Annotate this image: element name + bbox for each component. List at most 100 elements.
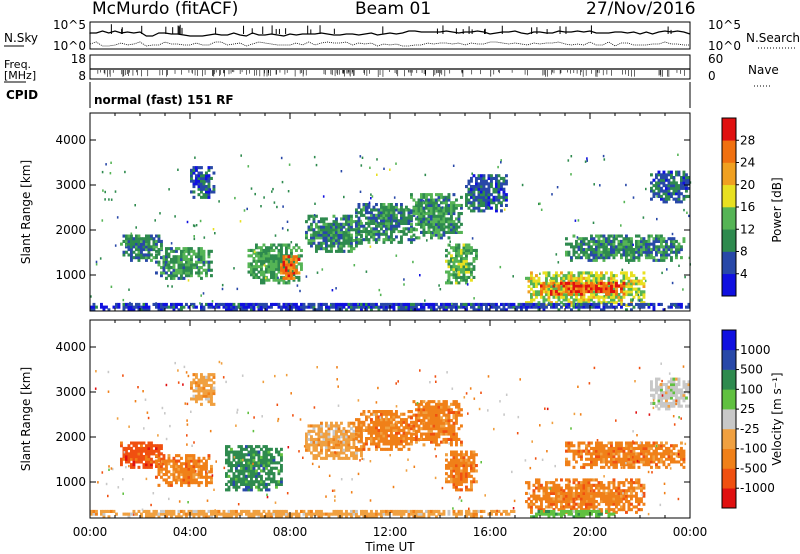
range-cell (512, 305, 516, 309)
range-cell (190, 381, 193, 385)
range-cell (400, 211, 403, 215)
range-cell (342, 236, 346, 240)
colorbar-tick-label: 16 (740, 200, 755, 214)
range-cell (667, 248, 671, 252)
range-cell (452, 201, 456, 205)
range-cell (235, 461, 238, 465)
range-cell (370, 230, 373, 234)
range-cell (392, 219, 396, 223)
range-cell (340, 170, 343, 173)
range-cell (477, 185, 481, 189)
range-cell (437, 233, 441, 237)
range-cell (332, 451, 336, 455)
range-cell (450, 273, 453, 277)
range-cell (240, 302, 243, 306)
range-cell (237, 480, 241, 484)
range-cell (632, 282, 636, 286)
range-cell (452, 212, 456, 216)
range-cell (382, 213, 386, 217)
range-cell (450, 206, 453, 210)
range-cell (132, 441, 136, 445)
range-cell (155, 253, 158, 257)
range-cell (603, 158, 606, 161)
range-cell (590, 245, 593, 249)
range-cell (362, 412, 366, 416)
range-cell (160, 305, 163, 309)
range-cell (435, 193, 438, 197)
range-cell (207, 456, 211, 460)
range-cell (315, 424, 318, 428)
range-cell (104, 190, 106, 194)
range-cell (652, 308, 656, 312)
range-cell (480, 174, 483, 178)
range-cell (600, 274, 603, 278)
range-cell (194, 156, 196, 159)
range-cell (125, 250, 128, 254)
range-cell (627, 302, 631, 306)
range-cell (580, 287, 583, 291)
range-cell (195, 260, 198, 264)
range-cell (532, 284, 536, 288)
range-cell (475, 179, 478, 183)
range-cell (267, 464, 271, 468)
range-cell (375, 420, 378, 424)
range-cell (365, 203, 368, 207)
range-cell (577, 242, 581, 246)
range-cell (447, 278, 451, 282)
range-cell (207, 195, 211, 199)
range-cell (335, 424, 338, 428)
range-cell (457, 243, 461, 247)
range-cell (335, 432, 338, 436)
range-cell (382, 238, 386, 242)
range-cell (387, 203, 391, 207)
range-cell (630, 256, 633, 260)
range-cell (285, 246, 288, 250)
range-cell (210, 389, 213, 393)
range-cell (147, 444, 151, 448)
range-cell (437, 400, 441, 404)
range-cell (370, 227, 373, 231)
range-cell (678, 264, 680, 267)
range-cell (365, 227, 368, 231)
range-cell (280, 263, 283, 267)
range-cell (340, 247, 343, 251)
range-cell (337, 233, 341, 237)
range-cell (122, 308, 126, 312)
range-cell (576, 236, 579, 239)
range-cell (377, 235, 381, 239)
range-cell (442, 405, 446, 409)
range-cell (362, 208, 366, 212)
range-cell (397, 442, 401, 446)
range-cell (435, 435, 438, 439)
range-cell (525, 305, 528, 309)
range-cell (447, 302, 451, 306)
range-cell (372, 423, 376, 427)
nsky-label: N.Sky (4, 31, 38, 45)
range-cell (210, 394, 213, 398)
range-cell (490, 206, 493, 210)
range-cell (162, 263, 166, 267)
range-cell (592, 287, 596, 291)
range-cell (152, 449, 156, 453)
range-cell (562, 298, 566, 302)
range-cell (420, 413, 423, 417)
range-cell (382, 221, 386, 225)
range-cell (467, 248, 471, 252)
range-cell (635, 248, 638, 252)
range-cell (570, 276, 573, 280)
range-cell (200, 305, 203, 309)
range-cell (400, 442, 403, 446)
range-cell (677, 189, 681, 193)
range-cell (375, 232, 378, 236)
range-cell (197, 247, 201, 251)
range-cell (452, 270, 456, 274)
range-cell (332, 230, 336, 234)
range-cell (330, 451, 333, 455)
range-cell (207, 389, 211, 393)
range-cell (430, 308, 433, 312)
range-cell (580, 279, 583, 283)
range-cell (352, 454, 356, 458)
range-cell (335, 241, 338, 245)
range-cell (155, 475, 158, 479)
range-cell (395, 208, 398, 212)
